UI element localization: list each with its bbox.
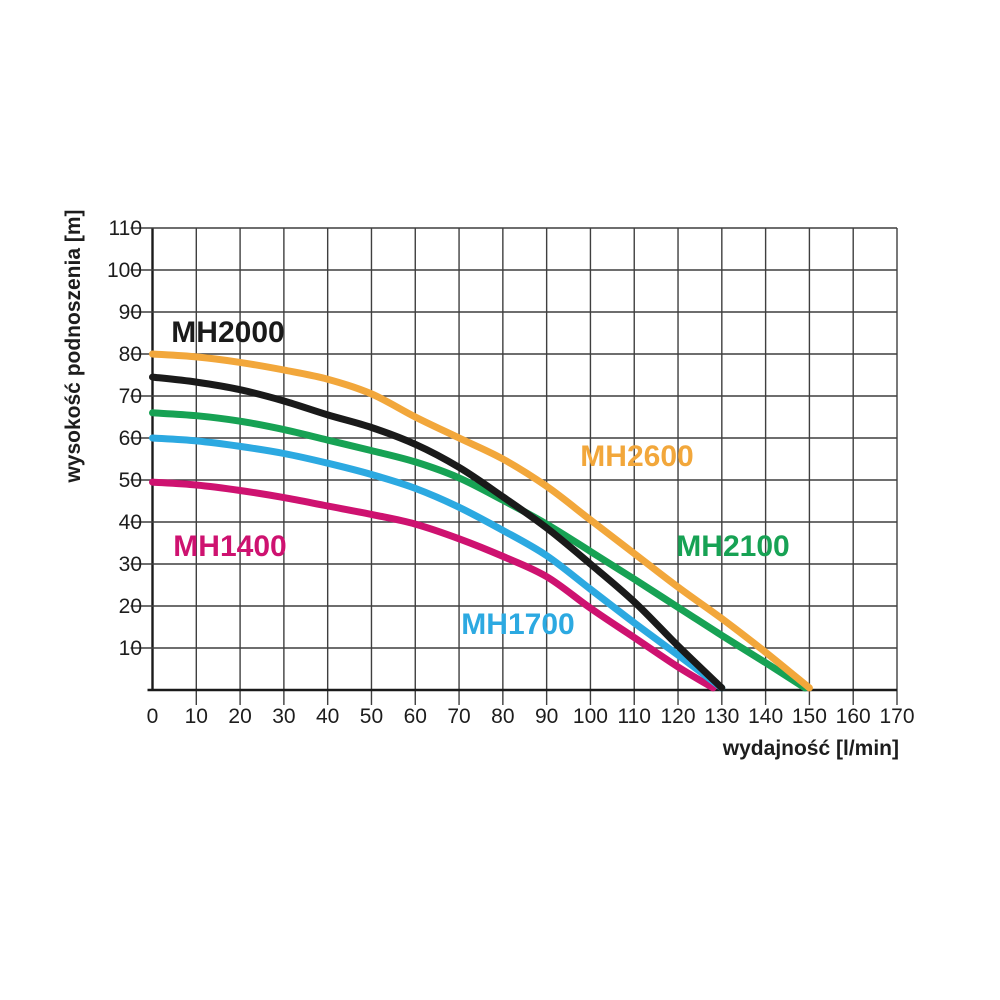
y-axis-title: wysokość podnoszenia [m] xyxy=(62,209,85,483)
x-tick-label-20: 20 xyxy=(228,705,251,728)
grid-layer xyxy=(130,227,898,705)
curve-MH1400 xyxy=(149,478,717,692)
y-tick-label-30: 30 xyxy=(119,553,142,576)
curve-MH2000 xyxy=(149,373,726,692)
y-tick-label-50: 50 xyxy=(119,469,142,492)
curve-MH1700 xyxy=(149,434,726,692)
x-tick-label-80: 80 xyxy=(491,705,514,728)
y-tick-label-40: 40 xyxy=(119,511,142,534)
x-tick-label-50: 50 xyxy=(360,705,383,728)
y-tick-label-110: 110 xyxy=(109,217,142,240)
y-tick-label-90: 90 xyxy=(119,301,142,324)
x-tick-label-10: 10 xyxy=(185,705,208,728)
x-tick-label-40: 40 xyxy=(316,705,339,728)
y-tick-label-10: 10 xyxy=(119,637,142,660)
x-tick-label-130: 130 xyxy=(704,705,739,728)
y-tick-label-100: 100 xyxy=(107,259,142,282)
series-labels-layer: MH1400 MH1700 MH2100 MH2000 MH2600 xyxy=(171,316,789,641)
x-tick-label-170: 170 xyxy=(879,705,914,728)
x-tick-label-60: 60 xyxy=(404,705,427,728)
x-tick-label-150: 150 xyxy=(792,705,827,728)
y-tick-label-70: 70 xyxy=(119,385,142,408)
x-tick-label-140: 140 xyxy=(748,705,783,728)
y-tick-label-80: 80 xyxy=(119,343,142,366)
curve-label-MH2100: MH2100 xyxy=(676,530,789,563)
curve-label-MH1400: MH1400 xyxy=(173,530,286,563)
x-tick-label-70: 70 xyxy=(447,705,470,728)
x-tick-label-120: 120 xyxy=(661,705,696,728)
ticks-layer: 0 10 20 30 40 50 60 70 80 90 100 110 120 130 140 150 160… xyxy=(107,217,915,728)
curve-label-MH2000: MH2000 xyxy=(171,316,284,349)
x-axis-title: wydajność [l/min] xyxy=(722,737,899,760)
curve-MH2100 xyxy=(149,409,809,692)
x-tick-label-90: 90 xyxy=(535,705,558,728)
y-tick-label-60: 60 xyxy=(119,427,142,450)
curve-label-MH1700: MH1700 xyxy=(461,608,574,641)
y-tick-label-20: 20 xyxy=(119,595,142,618)
x-tick-label-0: 0 xyxy=(147,705,159,728)
curves-layer xyxy=(149,350,813,692)
x-tick-label-100: 100 xyxy=(573,705,608,728)
curve-label-MH2600: MH2600 xyxy=(580,440,693,473)
x-tick-label-30: 30 xyxy=(272,705,295,728)
x-tick-label-160: 160 xyxy=(836,705,871,728)
x-tick-label-110: 110 xyxy=(617,705,650,728)
curve-MH2600 xyxy=(149,350,813,692)
